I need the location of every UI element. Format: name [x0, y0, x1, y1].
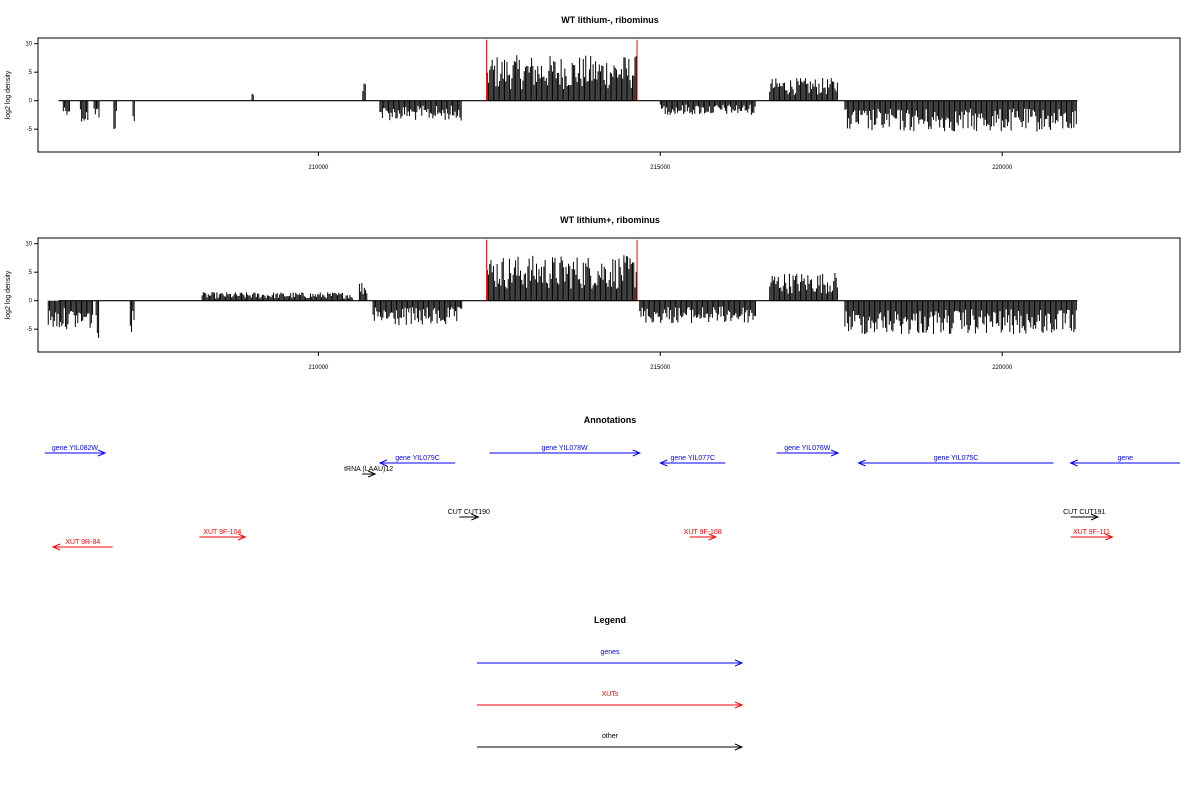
y-tick-label: 10 [25, 42, 32, 48]
legend-label: genes [600, 649, 620, 656]
legend-item: genes [477, 649, 744, 667]
signal-panel-lithium-minus: WT lithium-, ribominus log2 log density … [5, 15, 1181, 171]
feature-arrow: XUT 9F-104 [199, 529, 247, 541]
feature-arrow: gene YIL078W [489, 445, 642, 457]
x-tick-label: 215000 [650, 165, 671, 171]
legend-title: Legend [594, 615, 626, 625]
feature-label: CUT CUT190 [448, 509, 490, 516]
feature-arrow: gene YIL076W [776, 445, 840, 457]
feature-label: gene YIL079C [395, 455, 440, 462]
feature-label: XUT 9R-84 [65, 539, 100, 546]
y-tick-label: -5 [27, 127, 33, 133]
legend-item: XUTs [477, 691, 744, 709]
feature-arrow: gene YIL077C [659, 455, 726, 467]
legend-label: XUTs [602, 691, 619, 698]
feature-arrow: gene [1069, 455, 1180, 467]
feature-arrow: gene YIL079C [378, 455, 456, 467]
annotation-track: Annotations gene YIL082W gene YIL079C gene… [44, 415, 1180, 551]
signal-panel-lithium-plus: WT lithium+, ribominus log2 log density … [5, 215, 1181, 371]
legend: Legend genes XUTs other [477, 615, 744, 751]
feature-label: XUT 9F-108 [684, 529, 722, 536]
y-tick-label: 0 [29, 99, 33, 105]
y-axis-label: log2 log density [5, 270, 12, 319]
x-tick-label: 220000 [992, 165, 1013, 171]
feature-arrow: gene YIL075C [857, 455, 1054, 467]
x-tick-label: 220000 [992, 365, 1013, 371]
y-axis-label: log2 log density [5, 70, 12, 119]
feature-label: gene YIL077C [670, 455, 715, 462]
y-tick-label: 10 [25, 242, 32, 248]
feature-arrow: XUT 9F-108 [684, 529, 722, 541]
feature-label: gene YIL078W [541, 445, 588, 452]
feature-label: tRNA (LAAU)12 [344, 466, 393, 473]
feature-label: CUT CUT191 [1063, 509, 1105, 516]
legend-item: other [477, 733, 744, 751]
annotations-title: Annotations [584, 415, 637, 425]
y-tick-label: 5 [29, 70, 33, 76]
feature-arrow: CUT CUT190 [448, 509, 490, 521]
legend-label: other [602, 733, 619, 740]
feature-arrow: XUT 9R-84 [51, 539, 113, 551]
feature-arrow: XUT 9F-111 [1070, 529, 1114, 541]
x-tick-label: 215000 [650, 365, 671, 371]
panel-title: WT lithium-, ribominus [561, 15, 659, 25]
feature-label: XUT 9F-104 [203, 529, 241, 536]
feature-label: XUT 9F-111 [1073, 529, 1110, 536]
feature-label: gene YIL076W [784, 445, 831, 452]
plot-frame [37, 237, 1181, 353]
feature-label: gene YIL082W [52, 445, 99, 452]
y-tick-label: 5 [29, 270, 33, 276]
x-tick-label: 210000 [308, 365, 329, 371]
plot-frame [37, 37, 1181, 153]
feature-label: gene [1118, 455, 1134, 462]
feature-label: gene YIL075C [934, 455, 979, 462]
panel-title: WT lithium+, ribominus [560, 215, 660, 225]
y-tick-label: 0 [29, 299, 33, 305]
x-tick-label: 210000 [308, 165, 329, 171]
feature-arrow: tRNA (LAAU)12 [344, 466, 393, 478]
feature-arrow: CUT CUT191 [1063, 509, 1105, 521]
feature-arrow: gene YIL082W [44, 445, 107, 457]
y-tick-label: -5 [27, 327, 33, 333]
